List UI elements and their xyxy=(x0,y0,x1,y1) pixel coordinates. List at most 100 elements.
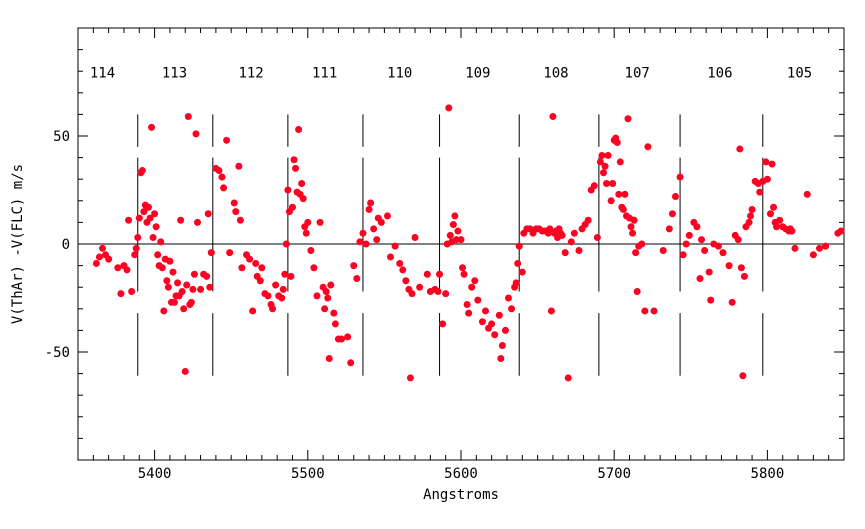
data-point xyxy=(272,281,280,289)
data-point xyxy=(501,326,509,334)
data-point xyxy=(146,214,154,222)
data-point xyxy=(449,221,457,229)
data-point xyxy=(454,227,462,235)
data-point xyxy=(279,285,287,293)
data-point xyxy=(512,279,520,287)
data-point xyxy=(822,242,830,250)
data-point xyxy=(488,320,496,328)
y-axis-label: V(ThAr) -V(FLC) m/s xyxy=(10,164,26,324)
data-point xyxy=(105,255,113,263)
data-point xyxy=(714,242,722,250)
data-point xyxy=(776,216,784,224)
data-point xyxy=(766,210,774,218)
data-point xyxy=(269,305,277,313)
data-point xyxy=(468,283,476,291)
data-point xyxy=(546,225,554,233)
data-point xyxy=(152,223,160,231)
data-point xyxy=(256,277,264,285)
data-point xyxy=(406,374,414,382)
data-point xyxy=(171,298,179,306)
data-point xyxy=(584,216,592,224)
data-point xyxy=(373,236,381,244)
data-point xyxy=(134,234,142,242)
data-point xyxy=(411,234,419,242)
data-point xyxy=(396,259,404,267)
data-point xyxy=(423,270,431,278)
data-point xyxy=(190,270,198,278)
data-point xyxy=(203,272,211,280)
data-point xyxy=(603,180,611,188)
data-point xyxy=(815,244,823,252)
data-point xyxy=(621,190,629,198)
data-point xyxy=(169,268,177,276)
data-point xyxy=(218,173,226,181)
data-point xyxy=(547,307,555,315)
data-point xyxy=(284,186,292,194)
data-point xyxy=(135,214,143,222)
data-point xyxy=(331,320,339,328)
data-point xyxy=(491,331,499,339)
data-point xyxy=(768,160,776,168)
data-point xyxy=(148,123,156,131)
data-point xyxy=(353,275,361,283)
order-label: 114 xyxy=(90,66,115,82)
data-point xyxy=(138,167,146,175)
data-point xyxy=(575,246,583,254)
x-tick-label: 5800 xyxy=(751,466,785,482)
data-point xyxy=(236,216,244,224)
data-point xyxy=(356,238,364,246)
data-point xyxy=(593,234,601,242)
data-point xyxy=(207,249,215,257)
data-point xyxy=(624,115,632,123)
data-point xyxy=(837,227,845,235)
data-point xyxy=(180,305,188,313)
data-point xyxy=(495,311,503,319)
data-point xyxy=(707,296,715,304)
data-point xyxy=(613,138,621,146)
axis-ticks xyxy=(77,27,845,461)
data-point xyxy=(803,190,811,198)
data-point xyxy=(619,205,627,213)
data-point xyxy=(325,354,333,362)
data-point xyxy=(177,216,185,224)
x-tick-label: 5700 xyxy=(597,466,631,482)
data-point xyxy=(762,158,770,166)
data-point xyxy=(756,188,764,196)
data-point xyxy=(682,240,690,248)
data-point xyxy=(166,257,174,265)
data-point xyxy=(316,218,324,226)
data-point xyxy=(117,290,125,298)
data-point xyxy=(734,236,742,244)
data-point xyxy=(609,180,617,188)
data-point xyxy=(725,262,733,270)
data-point xyxy=(627,223,635,231)
data-point xyxy=(471,277,479,285)
data-point xyxy=(459,264,467,272)
data-point xyxy=(370,225,378,233)
data-point xyxy=(696,275,704,283)
data-point xyxy=(629,229,637,237)
data-point xyxy=(264,292,272,300)
data-point xyxy=(465,309,473,317)
tick-labels: 5400 5500 5600 5700 5800 -50 0 50 xyxy=(45,129,785,482)
data-point xyxy=(659,246,667,254)
order-label: 112 xyxy=(238,66,263,82)
data-point xyxy=(362,240,370,248)
data-point xyxy=(187,298,195,306)
data-point xyxy=(226,249,234,257)
data-point xyxy=(615,190,623,198)
x-tick-label: 5500 xyxy=(291,466,325,482)
data-point xyxy=(197,285,205,293)
data-point xyxy=(249,307,257,315)
order-label: 107 xyxy=(625,66,650,82)
data-point xyxy=(434,288,442,296)
data-point xyxy=(590,182,598,190)
x-tick-label: 5600 xyxy=(444,466,478,482)
data-point xyxy=(246,255,254,263)
data-point xyxy=(570,229,578,237)
data-point xyxy=(163,277,171,285)
data-point xyxy=(633,288,641,296)
data-point xyxy=(154,251,162,259)
data-point xyxy=(298,180,306,188)
